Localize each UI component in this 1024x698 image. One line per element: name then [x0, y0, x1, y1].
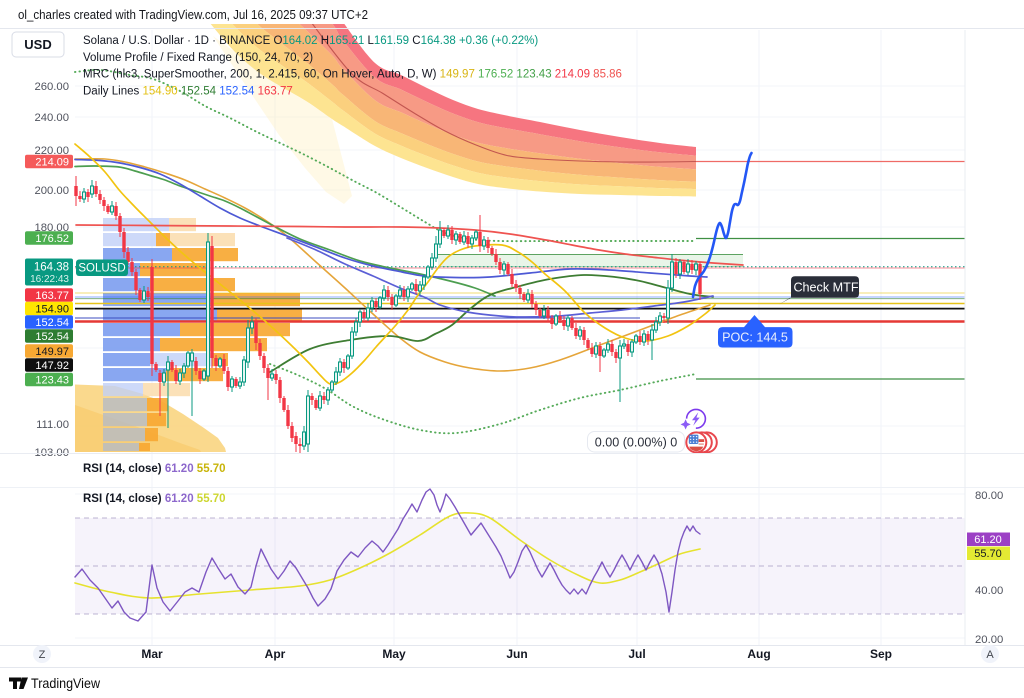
svg-text:Z: Z [39, 649, 46, 661]
svg-text:147.92: 147.92 [35, 360, 69, 372]
svg-text:Sep: Sep [870, 647, 892, 661]
svg-text:80.00: 80.00 [975, 490, 1003, 502]
svg-text:240.00: 240.00 [34, 112, 69, 124]
svg-text:176.52: 176.52 [35, 233, 69, 245]
svg-text:SOLUSD: SOLUSD [78, 263, 125, 275]
svg-text:Jul: Jul [628, 647, 645, 661]
svg-text:May: May [382, 647, 406, 661]
svg-text:Check MTF: Check MTF [793, 281, 858, 295]
svg-text:USD: USD [24, 37, 51, 52]
svg-text:61.20: 61.20 [974, 534, 1002, 546]
svg-text:163.77: 163.77 [35, 290, 69, 302]
svg-text:200.00: 200.00 [34, 185, 69, 197]
svg-text:Solana / U.S. Dollar · 1D · BI: Solana / U.S. Dollar · 1D · BINANCE O164… [83, 35, 538, 47]
svg-text:ol_charles created with Tradin: ol_charles created with TradingView.com,… [18, 7, 368, 22]
svg-text:POC: 144.5: POC: 144.5 [722, 331, 788, 345]
svg-text:40.00: 40.00 [975, 585, 1003, 597]
svg-text:152.54: 152.54 [35, 317, 69, 329]
svg-text:Apr: Apr [265, 647, 286, 661]
svg-text:0.00 (0.00%) 0: 0.00 (0.00%) 0 [595, 436, 678, 450]
svg-text:Mar: Mar [141, 647, 163, 661]
svg-text:214.09: 214.09 [35, 157, 69, 169]
svg-text:123.43: 123.43 [35, 375, 69, 387]
svg-text:55.70: 55.70 [974, 548, 1002, 560]
svg-text:154.90: 154.90 [35, 304, 69, 316]
svg-text:A: A [986, 649, 994, 661]
svg-text:RSI (14, close) 61.20 55.70: RSI (14, close) 61.20 55.70 [83, 463, 226, 475]
svg-text:RSI (14, close) 61.20 55.70: RSI (14, close) 61.20 55.70 [83, 493, 226, 505]
svg-text:Jun: Jun [506, 647, 527, 661]
svg-text:260.00: 260.00 [34, 81, 69, 93]
svg-text:MRC (hlc3, SuperSmoother, 200,: MRC (hlc3, SuperSmoother, 200, 1, 2.415,… [83, 69, 622, 81]
svg-text:Daily Lines 154.90 152.54 152.: Daily Lines 154.90 152.54 152.54 163.77 [83, 85, 293, 97]
svg-text:TradingView: TradingView [31, 675, 101, 691]
svg-text:111.00: 111.00 [36, 419, 69, 431]
svg-text:149.97: 149.97 [35, 346, 69, 358]
svg-text:164.38: 164.38 [34, 262, 69, 274]
svg-text:20.00: 20.00 [975, 634, 1003, 646]
svg-text:Aug: Aug [747, 647, 770, 661]
svg-text:220.00: 220.00 [34, 145, 69, 157]
svg-text:16:22:43: 16:22:43 [30, 274, 69, 285]
svg-text:152.54: 152.54 [35, 331, 69, 343]
svg-text:Volume Profile / Fixed Range (: Volume Profile / Fixed Range (150, 24, 7… [83, 52, 313, 64]
